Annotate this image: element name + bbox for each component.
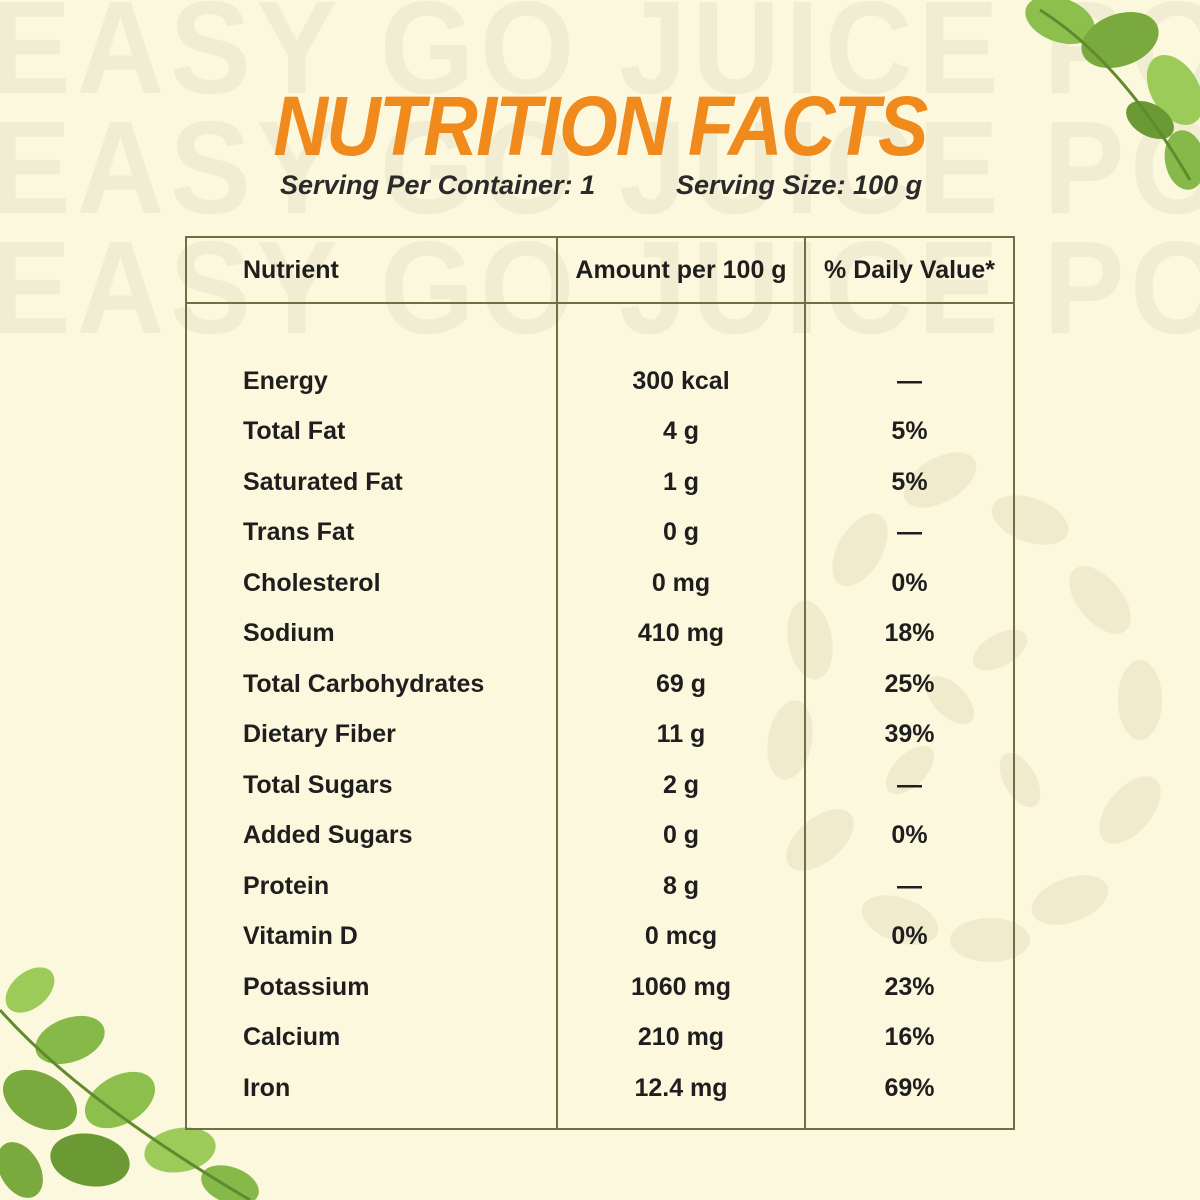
table-row: Saturated Fat 1 g 5%	[185, 457, 1015, 508]
nutrient-amount: 11 g	[556, 709, 806, 760]
serving-per-container: Serving Per Container: 1	[280, 170, 596, 200]
table-row: Total Fat 4 g 5%	[185, 406, 1015, 457]
nutrient-daily-value: 25%	[804, 659, 1015, 710]
nutrient-name: Saturated Fat	[185, 457, 558, 508]
table-row: Iron 12.4 mg 69%	[185, 1063, 1015, 1114]
nutrient-daily-value: 0%	[804, 911, 1015, 962]
table-row: Sodium 410 mg 18%	[185, 608, 1015, 659]
nutrient-amount: 12.4 mg	[556, 1063, 806, 1114]
nutrient-amount: 8 g	[556, 861, 806, 912]
nutrient-amount: 69 g	[556, 659, 806, 710]
table-row: Protein 8 g —	[185, 861, 1015, 912]
table-row: Dietary Fiber 11 g 39%	[185, 709, 1015, 760]
nutrient-name: Potassium	[185, 962, 558, 1013]
nutrient-amount: 0 mcg	[556, 911, 806, 962]
header-amount: Amount per 100 g	[556, 237, 806, 304]
nutrient-name: Cholesterol	[185, 558, 558, 609]
nutrient-daily-value: —	[804, 760, 1015, 811]
nutrient-daily-value: 16%	[804, 1012, 1015, 1063]
nutrient-name: Vitamin D	[185, 911, 558, 962]
nutrient-name: Calcium	[185, 1012, 558, 1063]
nutrition-table: Nutrient Amount per 100 g % Daily Value*…	[185, 236, 1015, 1130]
nutrient-daily-value: 5%	[804, 406, 1015, 457]
nutrient-amount: 1060 mg	[556, 962, 806, 1013]
table-row: Energy 300 kcal —	[185, 356, 1015, 407]
table-row: Trans Fat 0 g —	[185, 507, 1015, 558]
header-nutrient: Nutrient	[185, 237, 558, 304]
nutrient-daily-value: 69%	[804, 1063, 1015, 1114]
table-row: Total Sugars 2 g —	[185, 760, 1015, 811]
nutrient-daily-value: —	[804, 507, 1015, 558]
serving-size: Serving Size: 100 g	[676, 170, 923, 200]
nutrient-name: Trans Fat	[185, 507, 558, 558]
nutrient-daily-value: —	[804, 861, 1015, 912]
nutrient-name: Protein	[185, 861, 558, 912]
nutrient-amount: 410 mg	[556, 608, 806, 659]
nutrient-name: Sodium	[185, 608, 558, 659]
nutrient-daily-value: 0%	[804, 558, 1015, 609]
nutrient-amount: 4 g	[556, 406, 806, 457]
nutrient-amount: 0 g	[556, 810, 806, 861]
nutrient-name: Iron	[185, 1063, 558, 1114]
header-daily-value: % Daily Value*	[804, 237, 1015, 304]
nutrient-daily-value: 18%	[804, 608, 1015, 659]
table-row: Total Carbohydrates 69 g 25%	[185, 659, 1015, 710]
nutrient-name: Total Sugars	[185, 760, 558, 811]
nutrient-name: Energy	[185, 356, 558, 407]
nutrient-amount: 300 kcal	[556, 356, 806, 407]
nutrient-amount: 0 mg	[556, 558, 806, 609]
nutrient-daily-value: 0%	[804, 810, 1015, 861]
nutrient-name: Total Carbohydrates	[185, 659, 558, 710]
table-header-row: Nutrient Amount per 100 g % Daily Value*	[185, 237, 1015, 304]
nutrient-amount: 210 mg	[556, 1012, 806, 1063]
nutrient-amount: 1 g	[556, 457, 806, 508]
table-row: Added Sugars 0 g 0%	[185, 810, 1015, 861]
table-row: Cholesterol 0 mg 0%	[185, 558, 1015, 609]
nutrient-daily-value: 39%	[804, 709, 1015, 760]
table-spacer	[185, 303, 1015, 356]
nutrient-name: Added Sugars	[185, 810, 558, 861]
table-bottom-padding	[185, 1113, 1015, 1129]
nutrient-amount: 2 g	[556, 760, 806, 811]
page-title: NUTRITION FACTS	[273, 79, 928, 173]
nutrient-daily-value: 23%	[804, 962, 1015, 1013]
nutrient-name: Dietary Fiber	[185, 709, 558, 760]
table-row: Calcium 210 mg 16%	[185, 1012, 1015, 1063]
nutrient-daily-value: 5%	[804, 457, 1015, 508]
table-row: Potassium 1060 mg 23%	[185, 962, 1015, 1013]
nutrient-name: Total Fat	[185, 406, 558, 457]
nutrient-daily-value: —	[804, 356, 1015, 407]
nutrient-amount: 0 g	[556, 507, 806, 558]
